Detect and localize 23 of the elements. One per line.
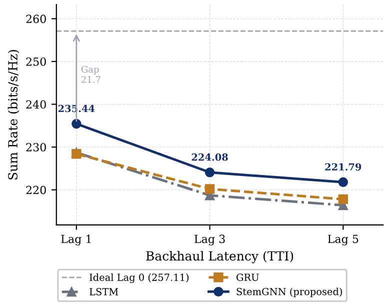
legend-label: Ideal Lag 0 (257.11): [90, 273, 189, 283]
x-tick-label: Lag 3: [194, 234, 225, 246]
point: [204, 184, 215, 194]
y-tick-label: 240: [26, 100, 46, 109]
y-tick-label: 250: [26, 57, 46, 66]
y-tick-label: 230: [26, 143, 46, 152]
x-axis-title: Backhaul Latency (TTI): [146, 250, 294, 264]
legend-label: LSTM: [90, 288, 118, 296]
point: [338, 194, 348, 204]
data-label: 221.79: [325, 163, 362, 171]
legend-label: GRU: [236, 274, 259, 281]
x-tick-label: Lag 5: [328, 234, 358, 246]
data-label: 224.08: [192, 153, 228, 161]
point: [204, 168, 215, 178]
point: [72, 149, 82, 159]
y-axis-title: Sum Rate (bits/s/Hz): [8, 50, 20, 180]
legend-label: StemGNN (proposed): [236, 288, 342, 298]
y-tick-label: 260: [26, 14, 46, 24]
point: [72, 118, 82, 129]
x-tick-label: Lag 1: [61, 234, 91, 246]
annotation: Gap 21.7: [81, 66, 100, 83]
point: [338, 177, 348, 188]
y-tick-label: 220: [26, 186, 46, 194]
